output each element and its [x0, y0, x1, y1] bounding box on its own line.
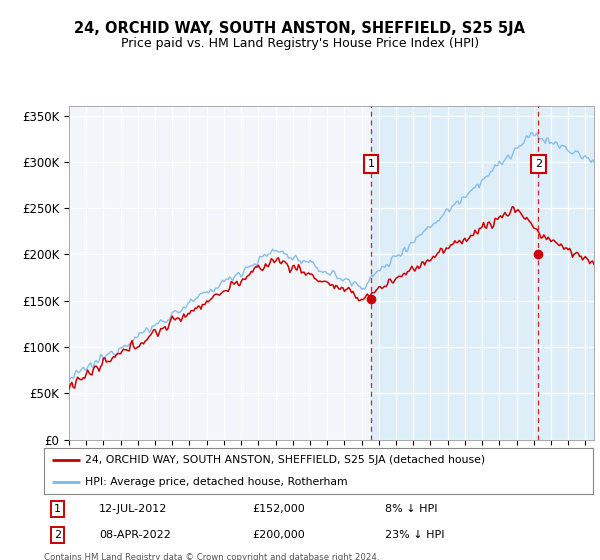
- Text: 8% ↓ HPI: 8% ↓ HPI: [385, 504, 437, 514]
- Bar: [69, 106, 371, 440]
- Text: 08-APR-2022: 08-APR-2022: [99, 530, 170, 540]
- Bar: [371, 106, 594, 440]
- Text: 2: 2: [535, 159, 542, 169]
- Text: HPI: Average price, detached house, Rotherham: HPI: Average price, detached house, Roth…: [85, 477, 347, 487]
- Text: 1: 1: [54, 504, 61, 514]
- Text: 23% ↓ HPI: 23% ↓ HPI: [385, 530, 444, 540]
- Text: 24, ORCHID WAY, SOUTH ANSTON, SHEFFIELD, S25 5JA: 24, ORCHID WAY, SOUTH ANSTON, SHEFFIELD,…: [74, 21, 526, 36]
- Text: 12-JUL-2012: 12-JUL-2012: [99, 504, 167, 514]
- Text: 2: 2: [54, 530, 61, 540]
- Text: 1: 1: [367, 159, 374, 169]
- Text: 24, ORCHID WAY, SOUTH ANSTON, SHEFFIELD, S25 5JA (detached house): 24, ORCHID WAY, SOUTH ANSTON, SHEFFIELD,…: [85, 455, 485, 465]
- Text: Price paid vs. HM Land Registry's House Price Index (HPI): Price paid vs. HM Land Registry's House …: [121, 37, 479, 50]
- Text: £152,000: £152,000: [253, 504, 305, 514]
- Text: Contains HM Land Registry data © Crown copyright and database right 2024.
This d: Contains HM Land Registry data © Crown c…: [44, 553, 379, 560]
- Text: £200,000: £200,000: [253, 530, 305, 540]
